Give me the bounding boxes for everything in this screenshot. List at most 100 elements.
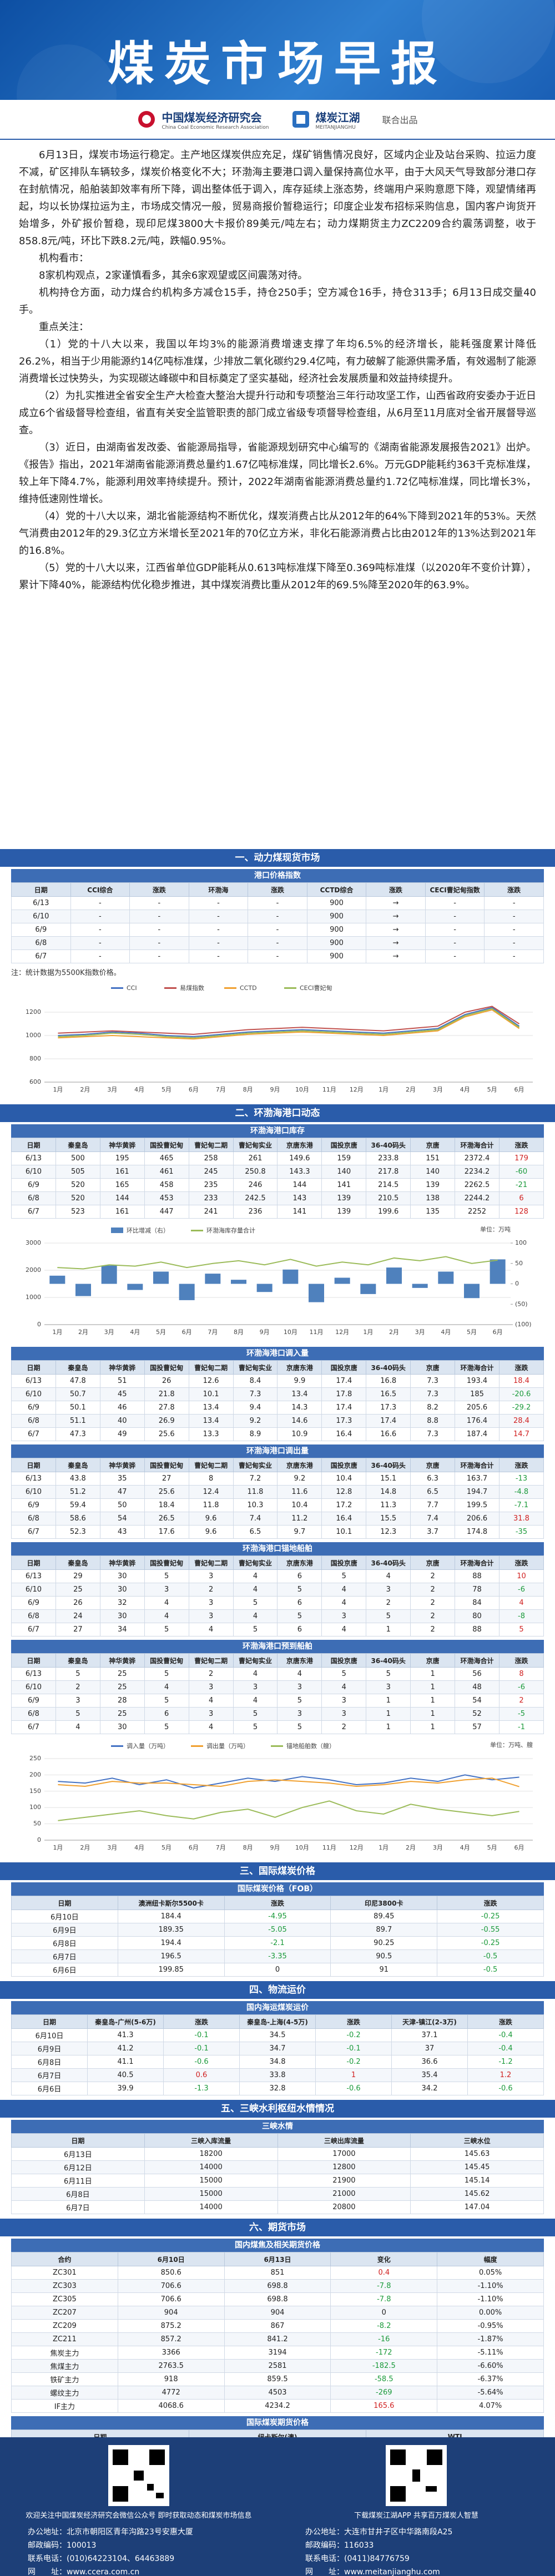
table-cell: 7.7	[410, 1498, 456, 1512]
table-cell: 205.6	[455, 1401, 500, 1415]
x-tick-label: 12月	[350, 1086, 364, 1093]
table-row: 6/7 523 161 447 241 236 141 139 199.6 135 2252 128	[11, 1205, 544, 1219]
table-cell: 0.00%	[437, 2306, 544, 2320]
table-cell: 15.5	[366, 1512, 411, 1526]
table-cell: →	[366, 936, 426, 950]
table-row: 6/8- - - -900 → - -	[11, 936, 544, 950]
table-cell: 17000	[277, 2147, 411, 2161]
x-tick-label: 6月	[189, 1086, 199, 1093]
table-cell: 4068.6	[117, 2399, 225, 2413]
column-header: 变化	[330, 2252, 438, 2266]
table-cell: 6月7日	[11, 1949, 118, 1963]
column-header: 涨跌	[498, 1138, 544, 1152]
section-title: 一、动力煤现货市场	[0, 849, 555, 867]
column-header: 三峡水位	[410, 2133, 544, 2148]
column-header: 曹妃甸二期	[188, 1555, 234, 1570]
legend-swatch	[111, 1228, 123, 1233]
table-cell: 1	[410, 1720, 456, 1734]
x-tick-label: 3月	[415, 1329, 425, 1336]
table-cell: 145.14	[410, 2174, 544, 2188]
column-header: 秦皇岛	[55, 1653, 100, 1668]
table-cell: -	[425, 923, 485, 937]
table-cell: 2	[188, 1667, 234, 1681]
column-header: 日期	[11, 1138, 56, 1152]
table-cell: 57	[455, 1720, 500, 1734]
table-cell: 10.1	[321, 1525, 367, 1539]
table-cell: -0.1	[163, 2042, 240, 2055]
y-tick-label: 3000	[26, 1239, 41, 1246]
table-cell: 11.8	[233, 1485, 278, 1499]
table-row: 6月9日 41.2 -0.1 34.7 -0.1 37 -0.4	[11, 2042, 544, 2055]
table-cell: 2244.2	[455, 1191, 500, 1205]
x-tick-label: 2月	[80, 1844, 90, 1851]
table-cell: 3194	[224, 2346, 331, 2360]
table-cell: 4	[55, 1720, 100, 1734]
table-row: 6/8 24 30 4 3 4 5 3 5 2 80 -8	[11, 1609, 544, 1623]
table-cell: 698.8	[224, 2279, 331, 2293]
column-header: 神华黄骅	[99, 1555, 145, 1570]
table-cell: 16.6	[366, 1427, 411, 1441]
table-cell: 199.5	[455, 1498, 500, 1512]
table-cell: 84	[455, 1596, 500, 1610]
table-cell: -	[484, 896, 544, 910]
table-cell: 13.4	[188, 1401, 234, 1415]
table-cell: -182.5	[330, 2359, 438, 2373]
series-line	[58, 1009, 520, 1040]
legend-swatch	[191, 1230, 203, 1231]
table-cell: 187.4	[455, 1427, 500, 1441]
table-cell: 3	[188, 1707, 234, 1721]
table-cell: 6月10日	[11, 1910, 118, 1923]
chart: 0 50 100 150 200 250 1月 2月 3月 4月 5月 6月 7月 8月 9月 10月 11月 1…	[29, 1741, 533, 1851]
table-cell: 6	[498, 1191, 544, 1205]
table-cell: 6月9日	[11, 1923, 118, 1937]
table-cell: 0	[224, 1963, 331, 1977]
column-header: 环渤海合计	[455, 1360, 500, 1375]
table-cell: 30	[99, 1609, 145, 1623]
column-header: 三峡入库流量	[144, 2133, 278, 2148]
table-cell: -0.25	[437, 1936, 544, 1950]
table-row: 6月12日 14000 12800 145.45	[11, 2160, 544, 2174]
table-cell: 48	[455, 1680, 500, 1694]
table-cell: 20800	[277, 2200, 411, 2214]
x-tick-label: 11月	[322, 1844, 336, 1851]
table-cell: 2	[55, 1680, 100, 1694]
table-cell: 147.04	[410, 2200, 544, 2214]
column-header: 涨跌	[315, 2014, 392, 2029]
table-cell: 焦煤主力	[11, 2359, 118, 2373]
table-cell: 6/8	[11, 1707, 56, 1721]
table-cell: 5	[366, 1667, 411, 1681]
table-cell: 867	[224, 2319, 331, 2333]
table-cell: 15000	[144, 2174, 278, 2188]
table-cell: 52	[455, 1707, 500, 1721]
y-tick-label: 50	[33, 1820, 41, 1827]
table-cell: 2262.5	[455, 1178, 500, 1192]
table-cell: 11.2	[277, 1512, 322, 1526]
table-cell: -	[129, 910, 189, 923]
table-cell: 210.5	[366, 1191, 411, 1205]
table-cell: 6	[277, 1596, 322, 1610]
table-cell: 4	[233, 1609, 278, 1623]
table-cell: 32.8	[239, 2082, 316, 2095]
table-cell: 184.4	[117, 1910, 225, 1923]
table-cell: 6月8日	[11, 2187, 145, 2201]
table-cell: 11.6	[277, 1485, 322, 1499]
chart: 0 1000 2000 3000 (100) (50) 0 50 100 1月 2月 3月 4月 5月 6月…	[26, 1225, 532, 1336]
bar	[231, 1280, 246, 1284]
column-header: 曹妃甸二期	[188, 1138, 234, 1152]
column-header: 京唐	[410, 1458, 456, 1472]
table-cell: 5	[233, 1623, 278, 1636]
table-cell: -29.2	[498, 1401, 544, 1415]
joint-text: 联合出品	[382, 115, 418, 125]
table-cell: 161	[99, 1165, 145, 1179]
x-tick-label: 1月	[379, 1844, 389, 1851]
legend-swatch	[191, 1745, 203, 1747]
table-row: IF主力 4068.6 4234.2 165.6 4.07%	[11, 2399, 544, 2413]
table-cell: 13.4	[277, 1387, 322, 1401]
series-line	[58, 1774, 519, 1789]
table-cell: 16.5	[366, 1387, 411, 1401]
x-tick-label: 6月	[182, 1329, 192, 1336]
legend-label: 调入量（万吨）	[127, 1742, 169, 1750]
table-cell: 195	[99, 1151, 145, 1165]
table-cell: 159	[321, 1151, 367, 1165]
table-cell: -6	[498, 1680, 544, 1694]
